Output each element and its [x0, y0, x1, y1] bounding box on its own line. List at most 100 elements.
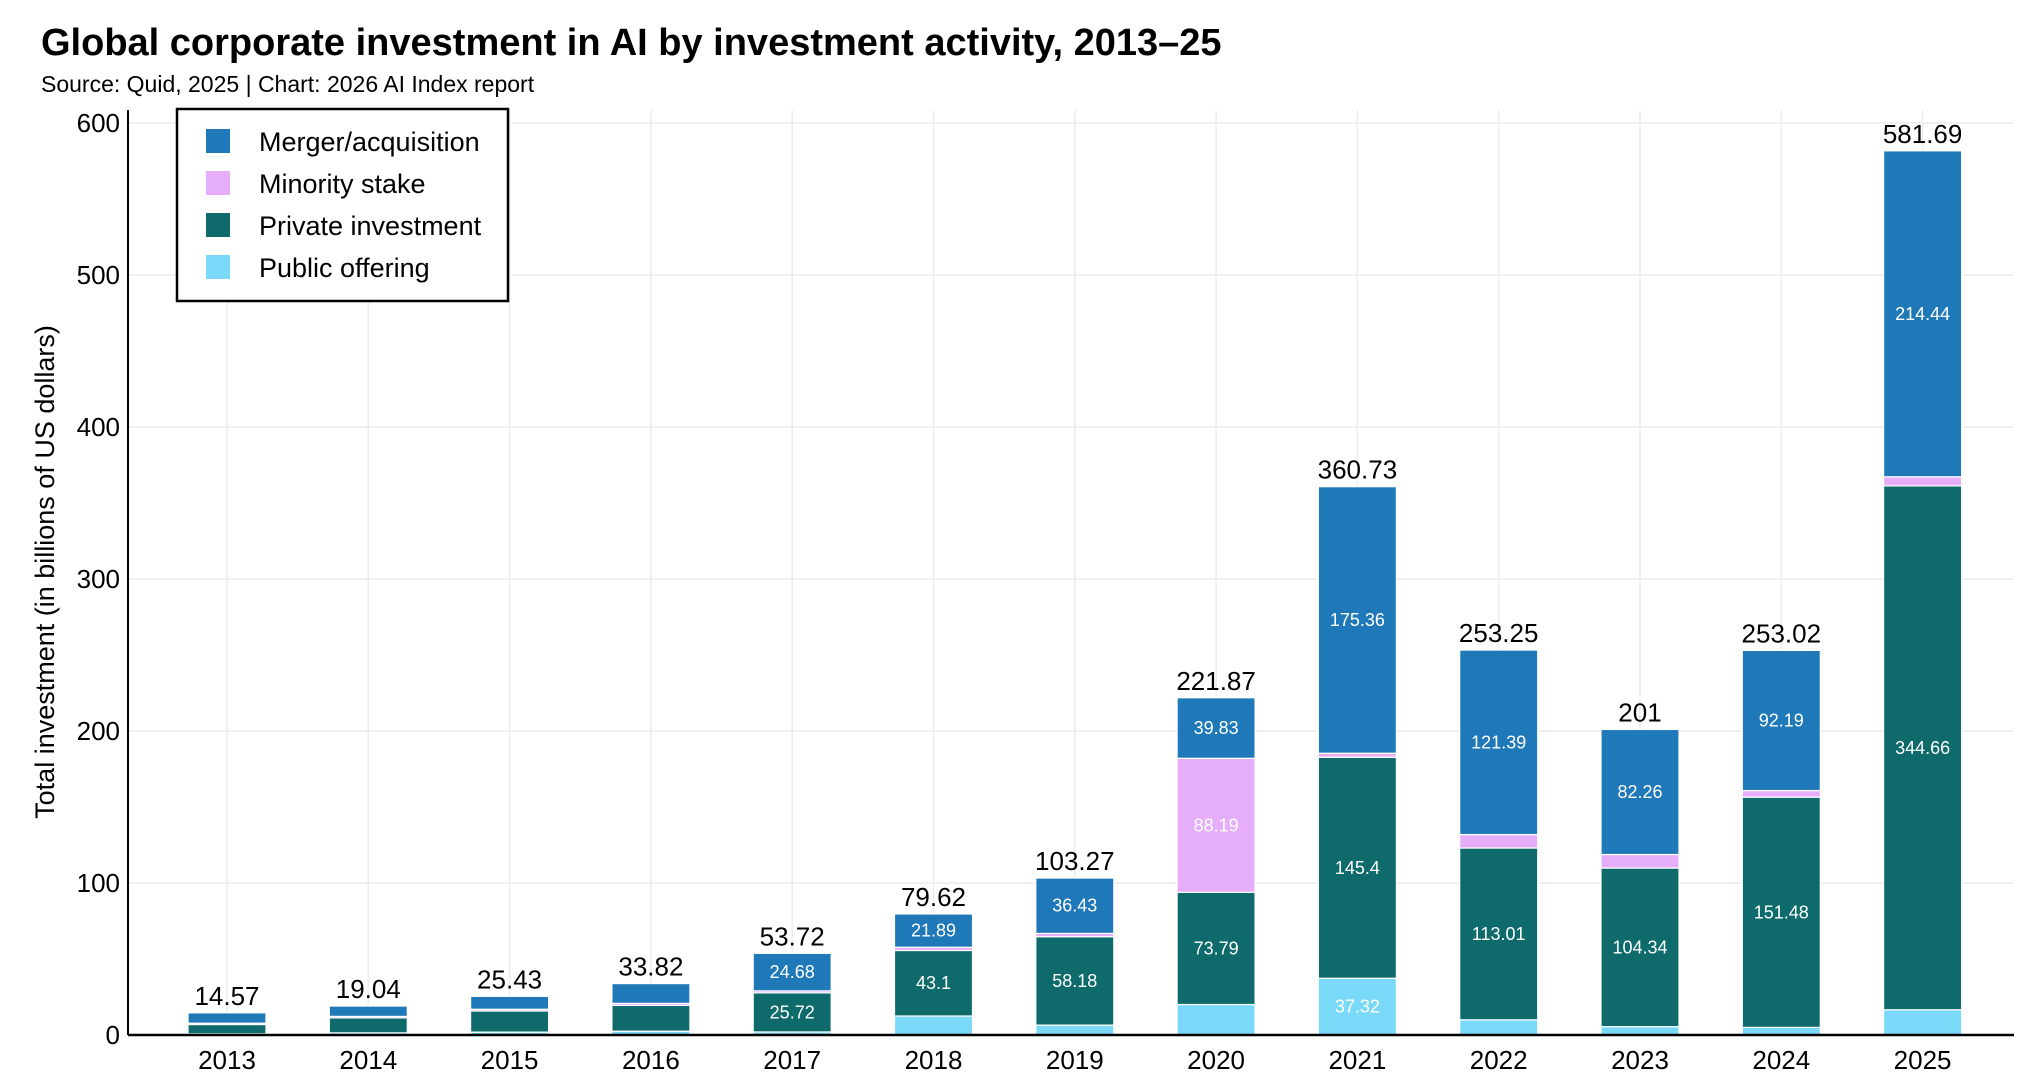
segment-value-label: 92.19: [1759, 710, 1804, 730]
label-layer: 14.57 19.04 25.43 33.82 25.72 24.68 53.72 43.1 2…: [194, 119, 1962, 1023]
bar-segment: [893, 1015, 974, 1036]
segment-value-label: 36.43: [1052, 896, 1097, 916]
bar-segment: [1317, 486, 1398, 754]
bar-segment: [893, 949, 974, 1017]
bar-segment: [1600, 728, 1680, 856]
bar-segment: [1176, 891, 1256, 1006]
chart-title: Global corporate investment in AI by inv…: [41, 22, 1222, 64]
segment-value-label: 121.39: [1471, 732, 1526, 752]
segment-value-label: 82.26: [1617, 782, 1662, 802]
bar-segment: [1741, 649, 1821, 792]
x-tick-label: 2019: [1046, 1045, 1104, 1075]
legend-label: Merger/acquisition: [259, 127, 480, 157]
bar-segment: [1317, 977, 1398, 1036]
x-tick-label: 2022: [1470, 1045, 1528, 1075]
bar-total-label: 221.87: [1176, 666, 1256, 696]
bar-segment: [1459, 1019, 1539, 1036]
segment-value-label: 39.83: [1194, 718, 1239, 738]
bar-total-label: 33.82: [618, 952, 683, 982]
bar-total-label: 25.43: [477, 964, 542, 994]
y-tick-label: 0: [106, 1020, 120, 1050]
x-tick-label: 2025: [1894, 1045, 1952, 1075]
bar-segment: [1600, 867, 1680, 1028]
x-tick-label: 2017: [763, 1045, 821, 1075]
legend-swatch: [206, 213, 230, 237]
legend-swatch: [206, 129, 230, 153]
y-tick-label: 400: [77, 412, 120, 442]
bar-segment: [470, 995, 550, 1010]
segment-value-label: 104.34: [1612, 937, 1667, 957]
bar-segment: [752, 952, 832, 992]
segment-value-label: 151.48: [1754, 902, 1809, 922]
bar-segment: [328, 1017, 408, 1034]
segment-value-label: 73.79: [1194, 938, 1239, 958]
legend-label: Minority stake: [259, 169, 426, 199]
y-tick-label: 200: [77, 716, 120, 746]
bar-total-label: 360.73: [1318, 455, 1398, 485]
bar-layer: [187, 150, 1963, 1036]
segment-value-label: 145.4: [1335, 858, 1380, 878]
segment-value-label: 113.01: [1472, 924, 1526, 944]
bar-total-label: 201: [1618, 697, 1661, 727]
bar-total-label: 19.04: [336, 974, 401, 1004]
segment-value-label: 344.66: [1895, 738, 1950, 758]
bar-segment: [1882, 476, 1963, 487]
bar-segment: [611, 982, 691, 1004]
legend-box: [175, 107, 510, 303]
bar-segment: [1741, 796, 1821, 1028]
x-tick-label: 2014: [339, 1045, 397, 1075]
bar-segment: [1176, 697, 1256, 759]
bar-segment: [1741, 789, 1821, 798]
segment-value-label: 37.32: [1335, 997, 1380, 1017]
y-tick-label: 300: [77, 564, 120, 594]
bar-total-label: 14.57: [194, 981, 259, 1011]
x-tick-label: 2018: [905, 1045, 963, 1075]
x-tick-label: 2021: [1328, 1045, 1386, 1075]
legend-swatch: [206, 255, 230, 279]
y-tick-label: 600: [77, 108, 120, 138]
bar-total-label: 53.72: [760, 921, 825, 951]
segment-value-label: 21.89: [911, 921, 956, 941]
legend: Merger/acquisition Minority stake Private …: [175, 107, 510, 303]
x-tick-label: 2020: [1187, 1045, 1245, 1075]
bar-total-label: 79.62: [901, 882, 966, 912]
bar-segment: [1035, 877, 1115, 935]
legend-label: Public offering: [259, 253, 430, 283]
bar-segment: [1600, 1026, 1680, 1036]
bar-segment: [1035, 1024, 1115, 1036]
bar-total-label: 253.02: [1742, 618, 1822, 648]
axis-layer: 0 100 200 300 400 500 600 2013 2014 2015 2016 2017 2…: [30, 108, 2014, 1075]
bar-segment: [470, 1010, 550, 1033]
segment-value-label: 175.36: [1330, 610, 1385, 630]
y-axis-title: Total investment (in billions of US doll…: [30, 325, 60, 819]
bar-segment: [187, 1023, 267, 1035]
bar-segment: [1317, 756, 1398, 979]
bar-total-label: 103.27: [1035, 846, 1115, 876]
segment-value-label: 43.1: [916, 973, 951, 993]
bar-segment: [1882, 150, 1963, 478]
segment-value-label: 214.44: [1895, 304, 1950, 324]
segment-value-label: 25.72: [770, 1002, 815, 1022]
y-tick-label: 100: [77, 868, 120, 898]
x-tick-label: 2015: [481, 1045, 539, 1075]
x-tick-label: 2024: [1752, 1045, 1810, 1075]
chart-subtitle: Source: Quid, 2025 | Chart: 2026 AI Inde…: [41, 71, 535, 97]
x-tick-label: 2023: [1611, 1045, 1669, 1075]
bar-total-label: 581.69: [1883, 119, 1963, 149]
bar-segment: [1882, 1009, 1963, 1036]
x-tick-label: 2013: [198, 1045, 256, 1075]
bar-segment: [1176, 1003, 1256, 1036]
bar-segment: [893, 913, 974, 948]
segment-value-label: 58.18: [1052, 971, 1097, 991]
bar-total-label: 253.25: [1459, 618, 1539, 648]
bar-segment: [1035, 936, 1115, 1026]
bar-segment: [1459, 847, 1539, 1021]
bar-segment: [328, 1005, 408, 1017]
segment-value-label: 24.68: [770, 962, 815, 982]
bar-segment: [611, 1004, 691, 1032]
y-tick-label: 500: [77, 260, 120, 290]
bar-segment: [1317, 752, 1398, 758]
bar-segment: [1882, 485, 1963, 1011]
